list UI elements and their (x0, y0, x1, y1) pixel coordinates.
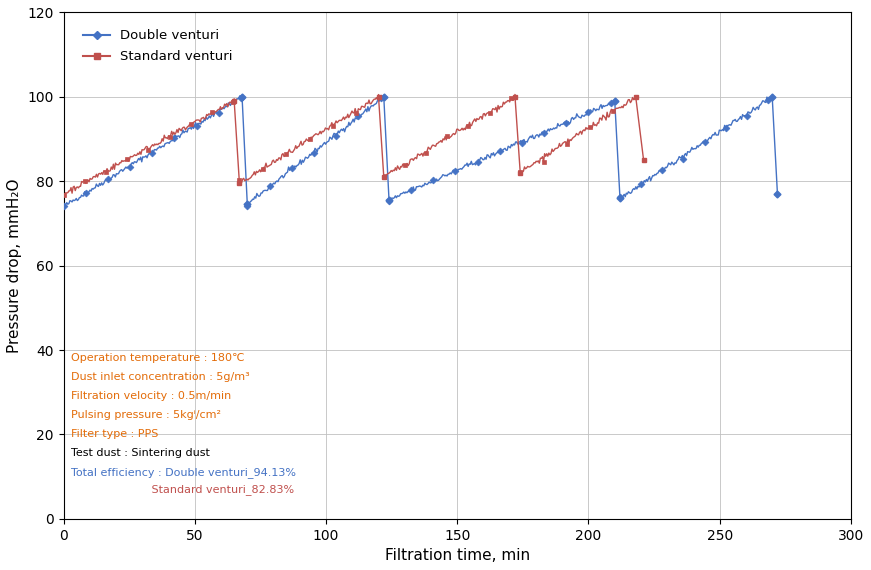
Y-axis label: Pressure drop, mmH₂O: Pressure drop, mmH₂O (7, 178, 22, 353)
Text: Standard venturi_82.83%: Standard venturi_82.83% (71, 484, 294, 495)
Text: Test dust : Sintering dust: Test dust : Sintering dust (71, 449, 210, 458)
Text: Filter type : PPS: Filter type : PPS (71, 429, 159, 439)
Text: Filtration velocity : 0.5m/min: Filtration velocity : 0.5m/min (71, 392, 232, 401)
Text: Total efficiency : Double venturi_94.13%: Total efficiency : Double venturi_94.13% (71, 467, 296, 478)
Text: Pulsing pressure : 5kgⁱ/cm²: Pulsing pressure : 5kgⁱ/cm² (71, 410, 221, 421)
Text: Operation temperature : 180℃: Operation temperature : 180℃ (71, 353, 245, 364)
Legend: Double venturi, Standard venturi: Double venturi, Standard venturi (78, 24, 238, 68)
Text: Dust inlet concentration : 5g/m³: Dust inlet concentration : 5g/m³ (71, 372, 250, 382)
X-axis label: Filtration time, min: Filtration time, min (385, 548, 530, 563)
